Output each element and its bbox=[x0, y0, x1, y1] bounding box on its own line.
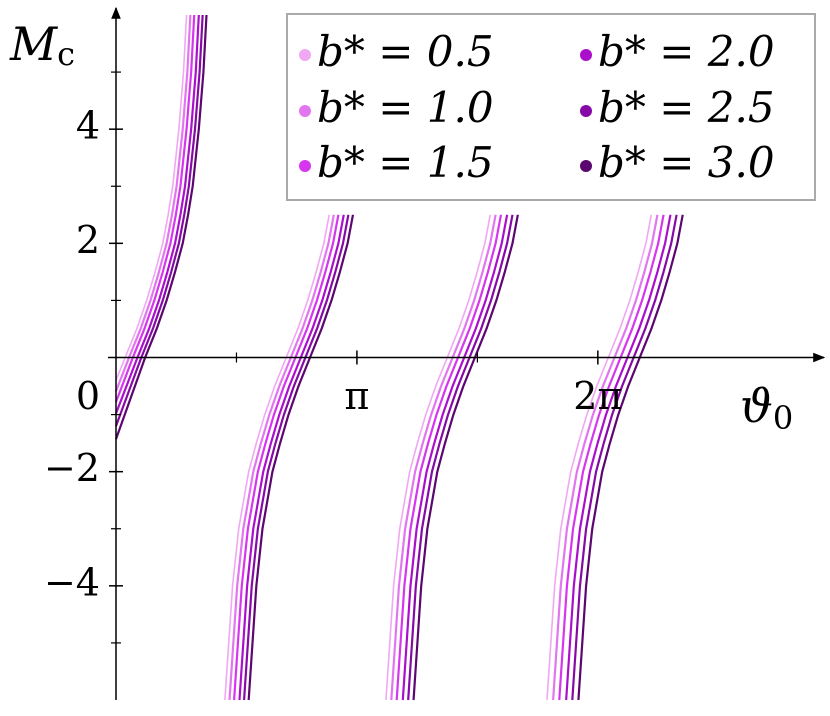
x-label-main: ϑ bbox=[740, 379, 773, 433]
legend-label: b* = 2.0 bbox=[598, 27, 775, 76]
y-tick-label: 2 bbox=[76, 218, 100, 262]
x-label-sub: 0 bbox=[773, 399, 793, 437]
series-line bbox=[114, 14, 665, 701]
legend-box bbox=[286, 13, 816, 201]
series-line bbox=[114, 14, 672, 701]
legend-marker bbox=[580, 160, 592, 172]
series-line bbox=[114, 14, 659, 701]
y-tick-label: −4 bbox=[44, 560, 100, 604]
y-tick-label: 4 bbox=[76, 104, 100, 148]
series-line bbox=[114, 14, 684, 701]
legend-marker bbox=[580, 49, 592, 61]
legend-marker bbox=[580, 105, 592, 117]
x-axis-label: ϑ0 bbox=[740, 379, 793, 437]
legend-marker bbox=[299, 49, 311, 61]
legend-label: b* = 2.5 bbox=[598, 83, 775, 132]
y-axis-label: Mc bbox=[9, 17, 75, 73]
legend-label: b* = 1.0 bbox=[317, 83, 494, 132]
y-tick-label: −2 bbox=[44, 446, 100, 490]
x-tick-label: π bbox=[344, 374, 369, 418]
legend-label: b* = 0.5 bbox=[317, 27, 494, 76]
series-line bbox=[114, 14, 678, 701]
legend-label: b* = 3.0 bbox=[598, 138, 775, 187]
legend-marker bbox=[299, 105, 311, 117]
legend-label: b* = 1.5 bbox=[317, 138, 494, 187]
series-line bbox=[115, 14, 653, 701]
y-label-sub: c bbox=[57, 35, 75, 73]
legend-marker bbox=[299, 160, 311, 172]
x-tick-label: 2π bbox=[573, 374, 622, 418]
plot-area bbox=[114, 14, 684, 701]
y-tick-label: 0 bbox=[76, 374, 100, 418]
legend: b* = 0.5 b* = 1.0 b* = 1.5 b* = 2.0 b* = 2.5… bbox=[286, 13, 816, 201]
y-label-main: M bbox=[9, 17, 59, 71]
